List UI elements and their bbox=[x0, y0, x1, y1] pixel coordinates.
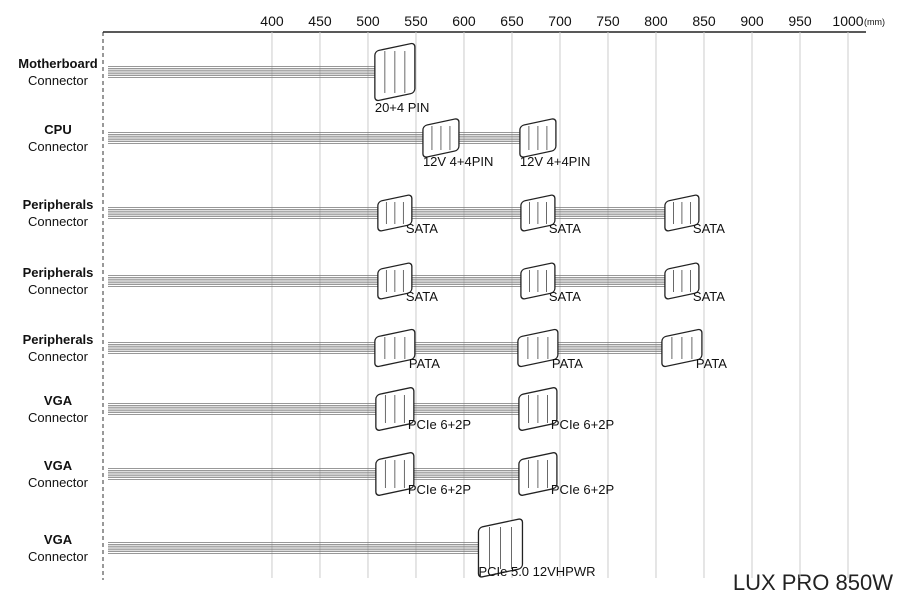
connector-label: PCIe 6+2P bbox=[551, 417, 614, 432]
tick-label: 1000 bbox=[832, 13, 863, 29]
connector: PCIe 6+2P bbox=[375, 452, 471, 497]
row-sub: Connector bbox=[28, 214, 89, 229]
connector: PCIe 6+2P bbox=[518, 387, 614, 432]
row-sub: Connector bbox=[28, 349, 89, 364]
row-name: Peripherals bbox=[23, 332, 94, 347]
connector-label: 20+4 PIN bbox=[375, 100, 430, 115]
row-sub: Connector bbox=[28, 410, 89, 425]
connector: SATA bbox=[377, 194, 438, 236]
row-name: VGA bbox=[44, 458, 73, 473]
connector: PCIe 6+2P bbox=[375, 387, 471, 432]
unit-label: (mm) bbox=[864, 17, 885, 27]
connector: PATA bbox=[661, 328, 727, 371]
connector: PCIe 5.0 12VHPWR bbox=[477, 518, 596, 579]
tick-label: 950 bbox=[788, 13, 812, 29]
connector-label: SATA bbox=[406, 289, 438, 304]
tick-label: 700 bbox=[548, 13, 572, 29]
connector-label: SATA bbox=[549, 221, 581, 236]
tick-label: 900 bbox=[740, 13, 764, 29]
row-sub: Connector bbox=[28, 282, 89, 297]
row-name: CPU bbox=[44, 122, 71, 137]
tick-label: 400 bbox=[260, 13, 284, 29]
tick-label: 800 bbox=[644, 13, 668, 29]
row-sub: Connector bbox=[28, 73, 89, 88]
connector: 12V 4+4PIN bbox=[422, 118, 493, 169]
connector: PATA bbox=[374, 328, 440, 371]
connector: SATA bbox=[520, 262, 581, 304]
row-sub: Connector bbox=[28, 139, 89, 154]
connector-label: SATA bbox=[549, 289, 581, 304]
tick-label: 750 bbox=[596, 13, 620, 29]
connector-label: PCIe 6+2P bbox=[551, 482, 614, 497]
connector-label: PATA bbox=[696, 356, 727, 371]
row-sub: Connector bbox=[28, 475, 89, 490]
tick-label: 850 bbox=[692, 13, 716, 29]
connector: SATA bbox=[664, 262, 725, 304]
connector: SATA bbox=[377, 262, 438, 304]
tick-label: 600 bbox=[452, 13, 476, 29]
connector-label: PATA bbox=[552, 356, 583, 371]
row-name: Peripherals bbox=[23, 197, 94, 212]
row-name: VGA bbox=[44, 393, 73, 408]
connector: SATA bbox=[520, 194, 581, 236]
connector: PATA bbox=[517, 328, 583, 371]
connector-label: SATA bbox=[693, 221, 725, 236]
tick-label: 500 bbox=[356, 13, 380, 29]
model-name: LUX PRO 850W bbox=[733, 570, 893, 595]
connector: PCIe 6+2P bbox=[518, 452, 614, 497]
connector: 20+4 PIN bbox=[374, 42, 430, 115]
tick-label: 650 bbox=[500, 13, 524, 29]
connector-label: PCIe 6+2P bbox=[408, 482, 471, 497]
connector-label: 12V 4+4PIN bbox=[423, 154, 493, 169]
connector-label: PATA bbox=[409, 356, 440, 371]
tick-label: 550 bbox=[404, 13, 428, 29]
connector-label: PCIe 6+2P bbox=[408, 417, 471, 432]
row-sub: Connector bbox=[28, 549, 89, 564]
row-name: Motherboard bbox=[18, 56, 98, 71]
connector: SATA bbox=[664, 194, 725, 236]
connector-label: 12V 4+4PIN bbox=[520, 154, 590, 169]
connector-label: SATA bbox=[693, 289, 725, 304]
row-name: VGA bbox=[44, 532, 73, 547]
tick-label: 450 bbox=[308, 13, 332, 29]
row-name: Peripherals bbox=[23, 265, 94, 280]
connector-label: PCIe 5.0 12VHPWR bbox=[478, 564, 595, 579]
connector-label: SATA bbox=[406, 221, 438, 236]
connector: 12V 4+4PIN bbox=[519, 118, 590, 169]
